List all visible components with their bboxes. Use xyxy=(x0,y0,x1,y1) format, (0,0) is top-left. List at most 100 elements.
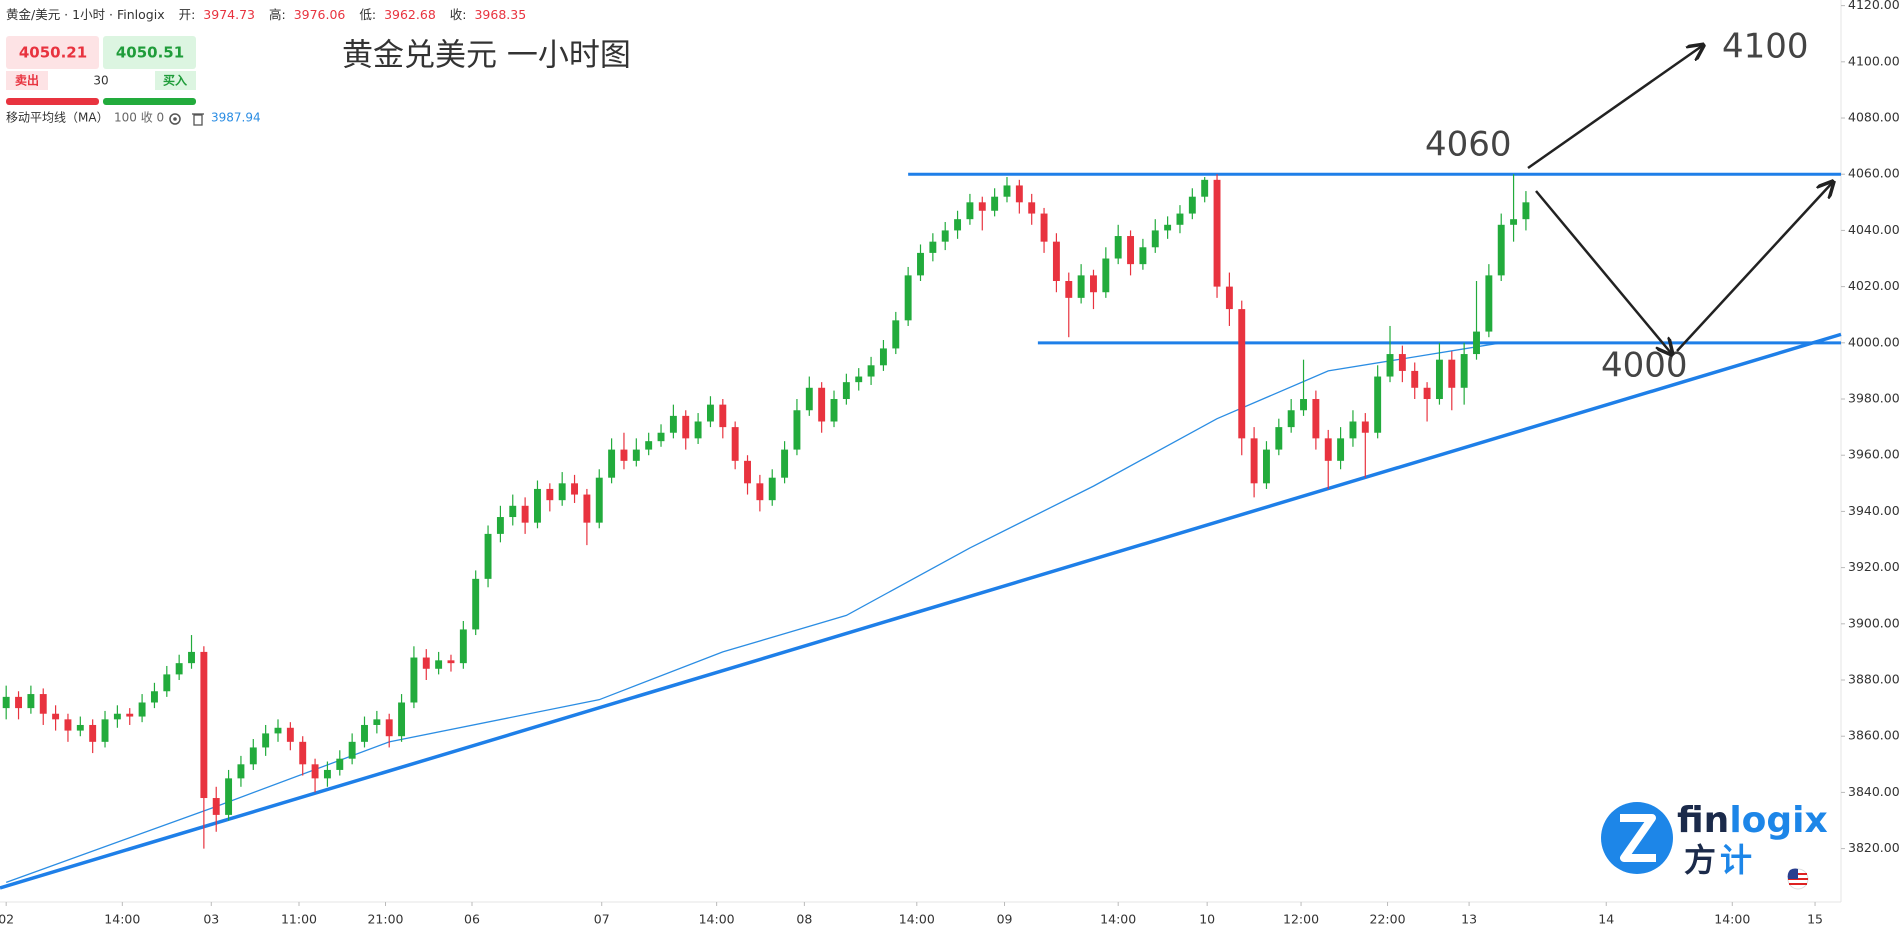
candle-body xyxy=(669,415,677,433)
arrow xyxy=(1676,183,1832,352)
sell-box[interactable] xyxy=(6,36,99,69)
x-tick-label: 12:00 xyxy=(1283,912,1319,927)
y-tick-label: 3940.00 xyxy=(1848,503,1899,518)
annotation: 4100 xyxy=(1722,27,1809,67)
candle-body xyxy=(706,404,714,422)
sell-label: 卖出 xyxy=(15,73,39,88)
logo-part: logix xyxy=(1729,800,1827,841)
candle-body xyxy=(768,477,776,501)
x-tick-label: 14:00 xyxy=(899,912,935,927)
ohlc-value: 3962.68 xyxy=(384,7,436,22)
candle-body xyxy=(1510,219,1518,225)
candle-body xyxy=(496,517,504,534)
flag-icon xyxy=(1787,868,1809,890)
ohlc-value: 3968.35 xyxy=(474,7,526,22)
annotation: 4000 xyxy=(1601,346,1688,386)
y-tick-label: 3960.00 xyxy=(1848,447,1899,462)
candle-body xyxy=(348,741,356,759)
candle-body xyxy=(917,252,924,276)
candle-body xyxy=(472,578,480,630)
candle-body xyxy=(113,713,121,720)
candle-body xyxy=(509,505,517,518)
candle-body xyxy=(1411,370,1419,388)
candle-body xyxy=(867,365,875,377)
candle-body xyxy=(262,733,270,748)
trend-line xyxy=(0,332,1842,890)
settings-icon[interactable] xyxy=(169,113,181,125)
candle-body xyxy=(744,460,751,484)
candle-body xyxy=(1151,230,1159,248)
logo: finlogix 方计 xyxy=(1601,800,1828,890)
ohlc-label: 高: xyxy=(269,7,286,22)
candle-body xyxy=(1250,438,1258,484)
candle-body xyxy=(756,483,764,501)
indicator-name: 移动平均线（MA） xyxy=(6,111,109,125)
x-tick-label: 02 xyxy=(0,912,14,927)
candle-body xyxy=(15,696,22,709)
candle-body xyxy=(1263,449,1270,484)
y-tick-label: 3840.00 xyxy=(1848,784,1899,799)
candle-body xyxy=(1324,438,1332,461)
symbol: 黄金/美元 · 1小时 · Finlogix xyxy=(6,7,165,22)
candle-body xyxy=(1052,241,1060,281)
delete-icon[interactable] xyxy=(192,113,204,126)
candle-body xyxy=(1312,399,1320,439)
candle-body xyxy=(1497,224,1505,276)
candle-body xyxy=(645,441,653,450)
candle-body xyxy=(274,727,282,734)
candle-body xyxy=(620,449,628,461)
buy-box[interactable] xyxy=(103,36,196,69)
candle-body xyxy=(138,702,146,717)
candle-body xyxy=(150,691,158,703)
ohlc-label: 低: xyxy=(359,7,376,22)
x-tick-label: 15 xyxy=(1807,912,1823,927)
candle-body xyxy=(1114,236,1122,259)
candle-body xyxy=(398,702,406,737)
candle-body xyxy=(299,741,307,765)
x-tick-label: 11:00 xyxy=(281,912,317,927)
y-tick-label: 3920.00 xyxy=(1848,559,1899,574)
buy-bar xyxy=(103,98,196,105)
buy-button[interactable] xyxy=(155,71,196,90)
candle-body xyxy=(225,778,233,815)
x-tick-label: 21:00 xyxy=(367,912,403,927)
candle-body xyxy=(323,769,331,779)
logo-text-cn: 方计 xyxy=(1684,841,1752,879)
candle-body xyxy=(657,432,665,442)
y-tick-label: 3900.00 xyxy=(1848,615,1899,630)
buy-label: 买入 xyxy=(163,74,187,88)
logo-text: finlogix xyxy=(1677,800,1828,841)
x-tick-label: 14:00 xyxy=(1714,912,1750,927)
candle-body xyxy=(632,449,640,461)
y-tick-label: 3880.00 xyxy=(1848,672,1899,687)
candle-body xyxy=(385,719,393,737)
candle-body xyxy=(719,404,727,428)
candle-body xyxy=(1349,421,1357,439)
sell-button[interactable] xyxy=(6,71,48,90)
logo-part: 方 xyxy=(1684,841,1716,879)
candle-body xyxy=(595,477,603,523)
candle-body xyxy=(1028,202,1036,214)
y-tick-label: 4060.00 xyxy=(1848,166,1899,181)
candle-body xyxy=(879,348,887,366)
candle-body xyxy=(1003,185,1011,197)
candle-body xyxy=(534,488,541,523)
x-tick-label: 03 xyxy=(203,912,219,927)
candle-body xyxy=(1423,387,1431,400)
x-tick-label: 14:00 xyxy=(699,912,735,927)
ohlc-label: 开: xyxy=(179,7,196,22)
y-tick-label: 4080.00 xyxy=(1848,110,1899,125)
candle-body xyxy=(929,241,937,253)
x-tick-label: 22:00 xyxy=(1370,912,1406,927)
candle-body xyxy=(188,651,195,664)
candle-body xyxy=(731,427,739,461)
y-tick-label: 4100.00 xyxy=(1848,53,1899,68)
candle-body xyxy=(608,449,616,478)
candle-body xyxy=(1435,359,1443,400)
candle-body xyxy=(1139,247,1147,265)
candle-body xyxy=(1485,275,1493,332)
indicator-params: 100 收 0 xyxy=(114,111,164,125)
candle-body xyxy=(1225,286,1233,310)
